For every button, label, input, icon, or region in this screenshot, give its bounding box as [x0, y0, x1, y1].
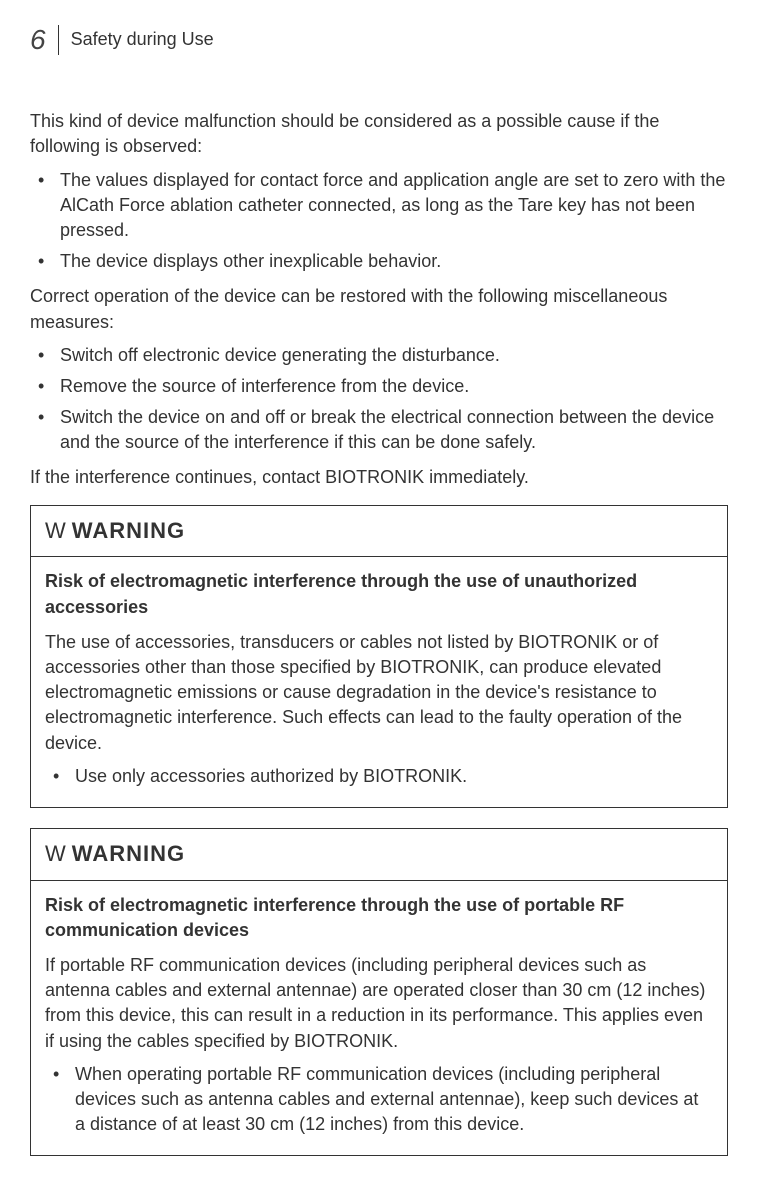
warning-bullets: When operating portable RF communication… — [45, 1062, 713, 1138]
observations-list: The values displayed for contact force a… — [30, 168, 728, 275]
warning-label: WARNING — [72, 518, 185, 543]
warning-body: Risk of electromagnetic interference thr… — [31, 557, 727, 807]
warning-header: WWARNING — [31, 829, 727, 881]
page-number: 6 — [30, 20, 58, 59]
warning-box-accessories: WWARNING Risk of electromagnetic interfe… — [30, 505, 728, 808]
warning-icon: W — [45, 841, 66, 866]
measures-intro: Correct operation of the device can be r… — [30, 284, 728, 334]
list-item: Switch off electronic device generating … — [30, 343, 728, 368]
warning-header: WWARNING — [31, 506, 727, 558]
intro-paragraph: This kind of device malfunction should b… — [30, 109, 728, 159]
warning-bullets: Use only accessories authorized by BIOTR… — [45, 764, 713, 789]
contact-text: If the interference continues, contact B… — [30, 465, 728, 490]
section-title: Safety during Use — [71, 27, 214, 52]
list-item: When operating portable RF communication… — [45, 1062, 713, 1138]
warning-box-rf: WWARNING Risk of electromagnetic interfe… — [30, 828, 728, 1156]
warning-label: WARNING — [72, 841, 185, 866]
measures-list: Switch off electronic device generating … — [30, 343, 728, 456]
list-item: Use only accessories authorized by BIOTR… — [45, 764, 713, 789]
warning-body: Risk of electromagnetic interference thr… — [31, 881, 727, 1156]
list-item: Switch the device on and off or break th… — [30, 405, 728, 455]
page-header: 6 Safety during Use — [30, 20, 728, 59]
warning-text: If portable RF communication devices (in… — [45, 953, 713, 1054]
header-divider — [58, 25, 59, 55]
list-item: The device displays other inexplicable b… — [30, 249, 728, 274]
warning-subtitle: Risk of electromagnetic interference thr… — [45, 893, 713, 943]
warning-text: The use of accessories, transducers or c… — [45, 630, 713, 756]
list-item: The values displayed for contact force a… — [30, 168, 728, 244]
warning-subtitle: Risk of electromagnetic interference thr… — [45, 569, 713, 619]
warning-icon: W — [45, 518, 66, 543]
list-item: Remove the source of interference from t… — [30, 374, 728, 399]
